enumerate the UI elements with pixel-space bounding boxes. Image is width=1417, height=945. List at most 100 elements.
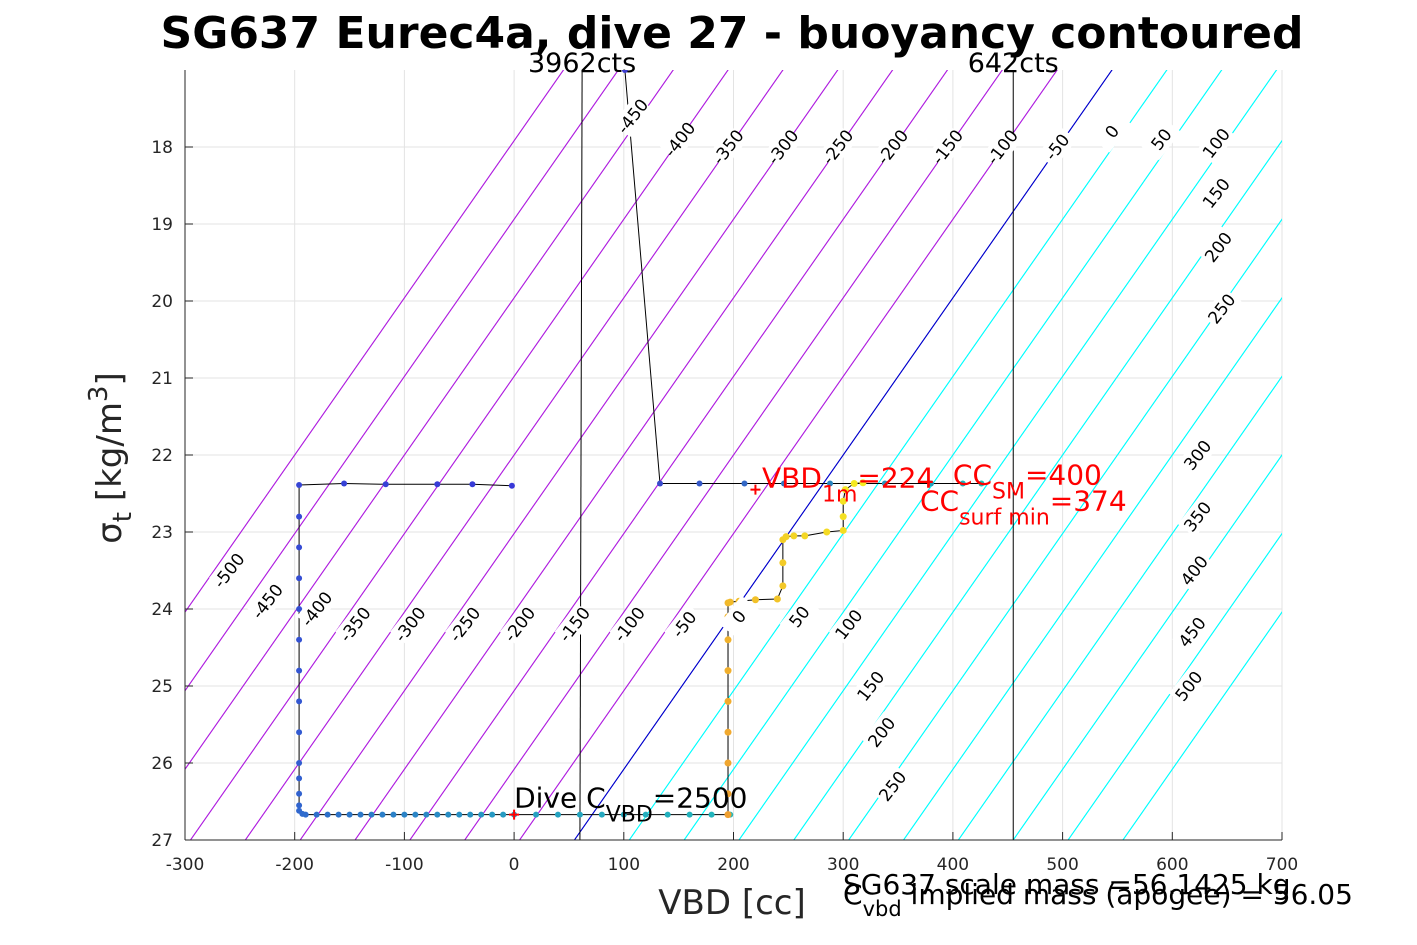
contour-line [848,218,1282,840]
annotation-sub: surf min [959,505,1050,530]
contour-label-bg [828,603,869,646]
series-line [624,70,982,484]
annotation: Dive CVBD=2500 [514,782,747,828]
data-point [779,582,787,590]
y-axis-label: σt [kg/m3] [84,372,138,544]
contour-label: 400 [1177,552,1213,590]
y-tick-label: 19 [151,215,173,235]
contour-label-bg [1172,611,1212,654]
series-line [298,482,731,816]
contour-label: -250 [446,604,486,647]
contour-label: -200 [874,126,914,169]
data-point [296,760,303,766]
data-point [382,481,389,488]
data-point [478,811,485,818]
y-tick-label: 22 [151,446,173,466]
x-tick-label: -100 [385,855,424,875]
contour-label-bg [499,603,540,646]
contour-label: 200 [1201,229,1237,267]
data-point [657,480,664,487]
x-tick-label: 400 [937,855,969,875]
data-point [576,811,583,818]
data-point [859,479,867,487]
data-point [801,532,809,540]
contour-label: 100 [832,606,868,644]
data-point [686,811,693,818]
data-point [598,811,605,818]
data-point [296,775,303,782]
data-point [724,790,732,798]
contour-label-bg [982,126,1023,168]
contour-line [299,70,839,840]
data-point [379,811,386,818]
annotation-sub: SM [992,479,1025,504]
contour-label-bg [659,118,700,161]
data-point [296,790,303,797]
data-point [780,480,787,487]
plus-marker [750,484,761,495]
contour-label: -350 [336,604,376,647]
contour-label-bg [1174,549,1214,592]
data-point [313,811,320,818]
y-tick-label: 26 [151,754,173,774]
contour-line [628,70,1168,840]
data-point [469,481,476,488]
data-point [368,811,375,818]
contour-label: 250 [875,768,911,806]
y-axis-label-sub: t [108,512,138,522]
annotation: VBD1m=224 [762,461,934,507]
data-point [724,667,732,675]
data-point [782,533,790,541]
contour-label-bg [927,126,968,168]
contour-label-bg [1198,226,1239,269]
data-point [724,697,732,705]
contour-label-bg [1169,665,1209,707]
contour-label-bg [1177,495,1218,538]
x-tick-label: 0 [509,855,520,875]
contour-label: 150 [854,668,890,706]
contour-label: -200 [501,604,541,647]
contour-label-bg [763,126,803,168]
x-tick-label: 300 [827,855,859,875]
contour-label-bg [872,126,913,168]
data-point [533,811,540,818]
contour-label-bg [247,580,288,623]
contour-line [957,375,1282,840]
contour-label-bg [390,603,430,646]
data-point [841,486,849,494]
data-point [724,811,732,819]
annotation-base: VBD [762,461,822,494]
data-point [500,811,507,818]
y-tick-label: 21 [151,369,173,389]
data-point [724,759,732,767]
implied-mass-rest: implied mass (apogee) = 56.05 [902,878,1353,911]
x-tick-label: 500 [1046,855,1078,875]
data-point [434,811,441,818]
data-point [724,636,732,644]
contour-label-bg [1196,172,1236,215]
x-tick-label: -200 [275,855,314,875]
data-point [296,544,303,551]
data-point [296,482,303,489]
x-tick-label: 200 [717,855,749,875]
contour-label-bg [554,603,595,646]
contour-line [185,70,619,692]
contour-label: -350 [709,126,749,169]
x-axis-label: VBD [cc] [658,883,806,923]
data-point [296,802,303,809]
y-tick-label: 25 [151,677,173,697]
data-point [790,532,798,540]
contour-label-bg [719,595,759,638]
data-point [696,480,703,487]
annotation-base: CC [953,458,992,491]
contour-label: -300 [391,604,431,647]
data-point [296,606,303,612]
data-point [724,728,732,736]
contour-label: 200 [865,714,901,752]
data-point [554,811,561,818]
data-point [296,667,303,674]
y-axis-label-sup: 3 [84,386,114,403]
data-point [779,559,787,567]
contour-label: -500 [210,550,250,593]
x-tick-label: -300 [166,855,205,875]
